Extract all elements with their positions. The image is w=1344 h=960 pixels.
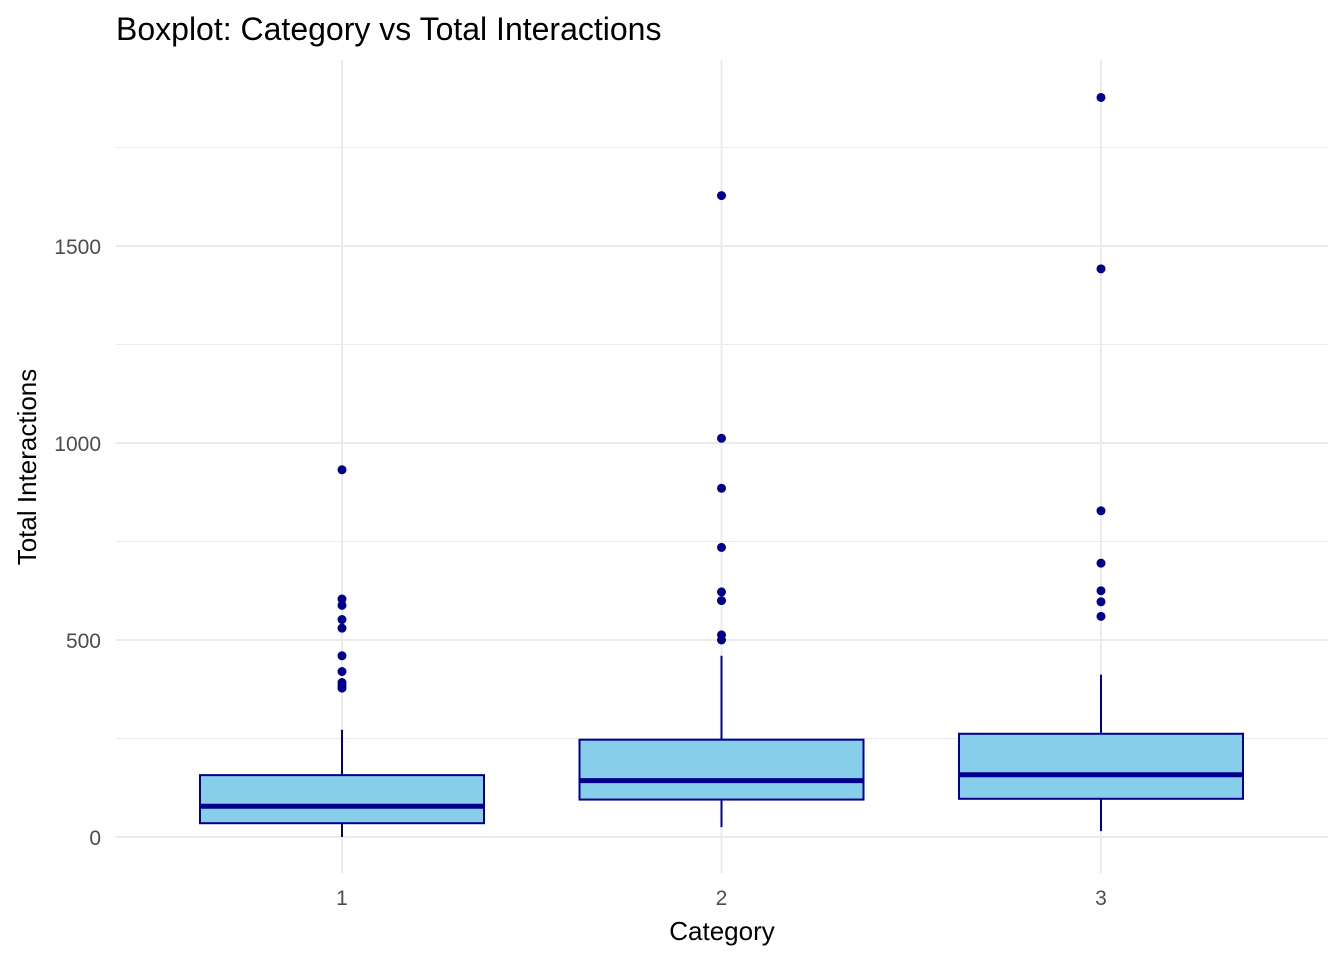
outlier-point <box>337 600 347 610</box>
outlier-point <box>1096 597 1106 607</box>
outlier-point <box>717 483 726 493</box>
iqr-box <box>199 774 485 825</box>
outlier-point <box>1096 264 1106 274</box>
outlier-point <box>1096 558 1106 568</box>
outlier-point <box>337 651 347 661</box>
boxes <box>199 92 1244 837</box>
outlier-point <box>1096 506 1106 516</box>
outlier-point <box>717 191 726 201</box>
y-tick-label: 500 <box>66 630 101 653</box>
y-axis-title: Total Interactions <box>12 369 42 566</box>
box-group-3 <box>958 92 1244 832</box>
x-tick-label: 1 <box>336 887 348 910</box>
outlier-point <box>337 615 347 625</box>
y-tick-label: 0 <box>89 827 101 850</box>
outlier-point <box>717 433 726 443</box>
outlier-point <box>717 596 726 606</box>
y-tick-labels: 0 500 1000 1500 <box>54 236 101 850</box>
iqr-box <box>578 738 865 801</box>
x-tick-labels: 1 2 3 <box>336 887 1107 910</box>
outlier-point <box>337 465 347 475</box>
iqr-box <box>958 732 1244 800</box>
outlier-point <box>1096 586 1106 596</box>
outlier-point <box>1096 92 1106 102</box>
box-group-2 <box>578 191 865 828</box>
chart-title: Boxplot: Category vs Total Interactions <box>116 11 661 47</box>
outlier-point <box>717 630 726 640</box>
outlier-point <box>1096 611 1106 621</box>
y-tick-label: 1500 <box>54 236 101 259</box>
outlier-point <box>337 667 347 677</box>
outlier-point <box>337 594 347 604</box>
outlier-point <box>337 623 347 633</box>
x-tick-label: 3 <box>1095 887 1107 910</box>
x-tick-label: 2 <box>716 887 728 910</box>
outlier-point <box>717 587 726 597</box>
y-tick-label: 1000 <box>54 433 101 456</box>
x-axis-title: Category <box>669 916 775 946</box>
box-group-1 <box>199 465 485 837</box>
outlier-point <box>717 542 726 552</box>
outlier-point <box>337 678 347 688</box>
